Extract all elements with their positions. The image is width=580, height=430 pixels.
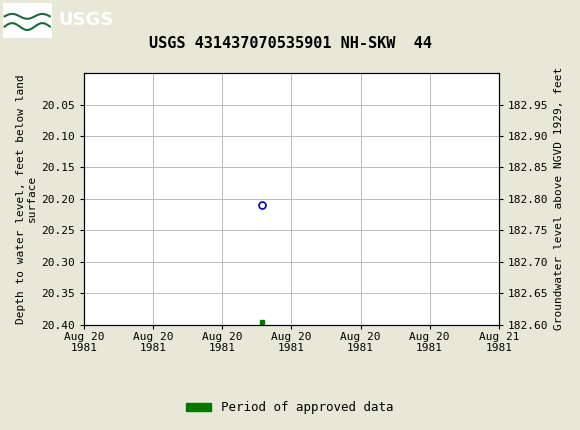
Legend: Period of approved data: Period of approved data (181, 396, 399, 419)
Bar (3, 3, 52, 37)
Y-axis label: Groundwater level above NGVD 1929, feet: Groundwater level above NGVD 1929, feet (554, 67, 564, 331)
Y-axis label: Depth to water level, feet below land
surface: Depth to water level, feet below land su… (16, 74, 37, 324)
Text: USGS 431437070535901 NH-SKW  44: USGS 431437070535901 NH-SKW 44 (148, 36, 432, 50)
Text: USGS: USGS (58, 12, 113, 29)
